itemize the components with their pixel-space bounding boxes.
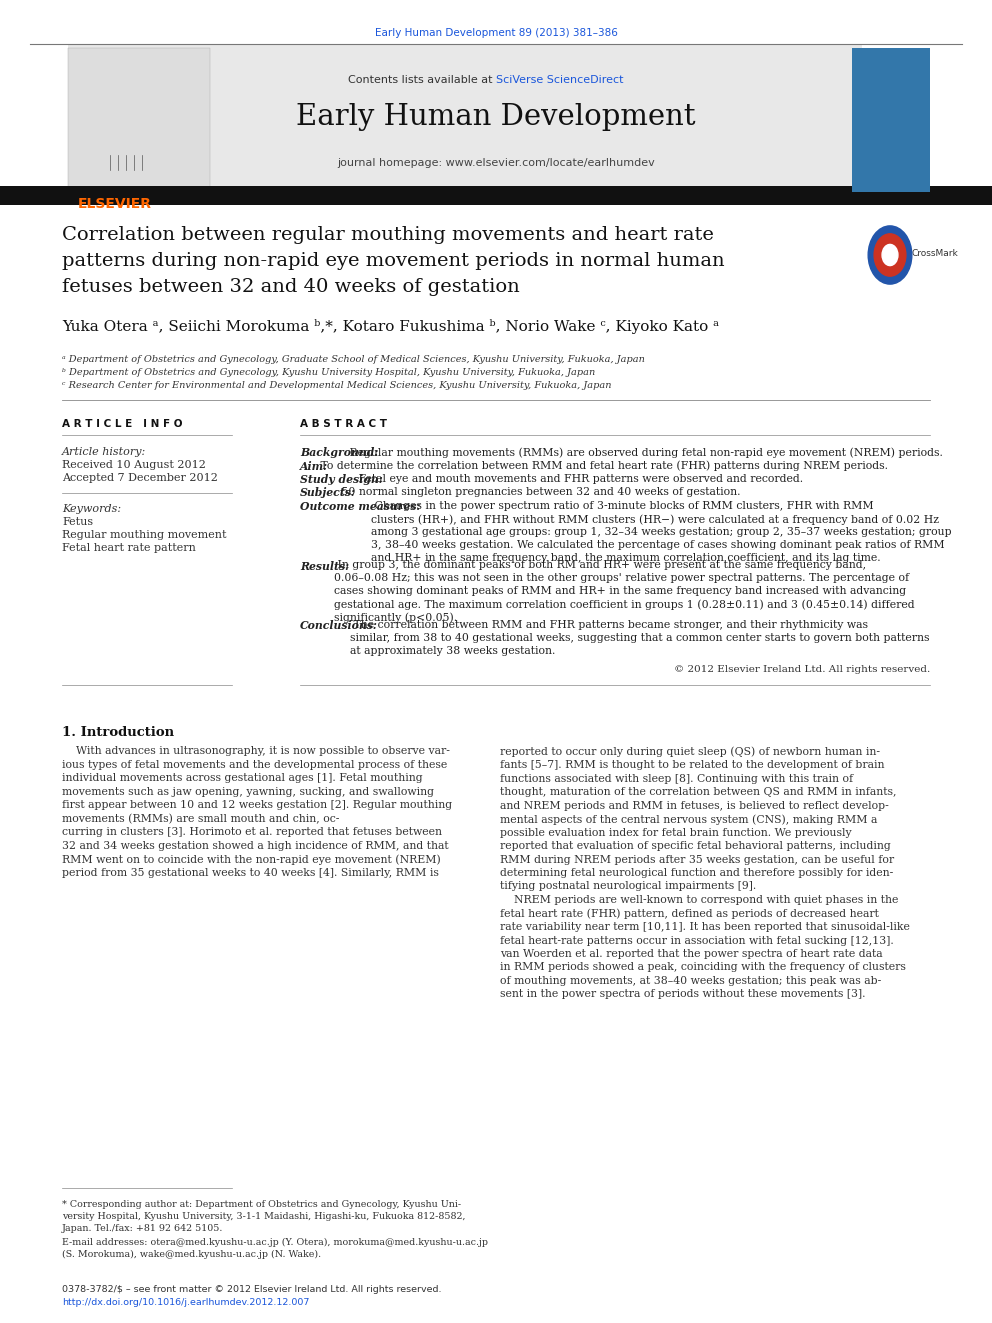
Text: To determine the correlation between RMM and fetal heart rate (FHR) patterns dur: To determine the correlation between RMM…	[316, 460, 888, 471]
Text: Fetal heart rate pattern: Fetal heart rate pattern	[62, 542, 195, 553]
Text: journal homepage: www.elsevier.com/locate/earlhumdev: journal homepage: www.elsevier.com/locat…	[337, 157, 655, 168]
Text: Regular mouthing movements (RMMs) are observed during fetal non-rapid eye moveme: Regular mouthing movements (RMMs) are ob…	[346, 447, 943, 458]
Text: reported to occur only during quiet sleep (QS) of newborn human in-
fants [5–7].: reported to occur only during quiet slee…	[500, 746, 910, 999]
Text: Fetus: Fetus	[62, 517, 93, 527]
Bar	[852, 48, 930, 192]
Text: ᵇ Department of Obstetrics and Gynecology, Kyushu University Hospital, Kyushu Un: ᵇ Department of Obstetrics and Gynecolog…	[62, 368, 595, 377]
Text: 50 normal singleton pregnancies between 32 and 40 weeks of gestation.: 50 normal singleton pregnancies between …	[338, 487, 740, 497]
Bar	[68, 48, 210, 192]
Text: http://dx.doi.org/10.1016/j.earlhumdev.2012.12.007: http://dx.doi.org/10.1016/j.earlhumdev.2…	[62, 1298, 310, 1307]
Text: CrossMark: CrossMark	[912, 249, 958, 258]
Text: Early Human Development 89 (2013) 381–386: Early Human Development 89 (2013) 381–38…	[375, 28, 617, 38]
Text: fetuses between 32 and 40 weeks of gestation: fetuses between 32 and 40 weeks of gesta…	[62, 278, 520, 296]
Text: Background:: Background:	[300, 447, 378, 458]
Text: ᵃ Department of Obstetrics and Gynecology, Graduate School of Medical Sciences, : ᵃ Department of Obstetrics and Gynecolog…	[62, 355, 645, 364]
Circle shape	[868, 226, 912, 284]
Text: With advances in ultrasonography, it is now possible to observe var-
ious types : With advances in ultrasonography, it is …	[62, 746, 452, 878]
Text: Fetal eye and mouth movements and FHR patterns were observed and recorded.: Fetal eye and mouth movements and FHR pa…	[354, 474, 803, 484]
Text: versity Hospital, Kyushu University, 3-1-1 Maidashi, Higashi-ku, Fukuoka 812-858: versity Hospital, Kyushu University, 3-1…	[62, 1212, 465, 1221]
Text: Results:: Results:	[300, 561, 349, 572]
Text: Early Human Development: Early Human Development	[297, 103, 695, 131]
Text: Subjects:: Subjects:	[300, 487, 356, 499]
Text: Conclusions:: Conclusions:	[300, 620, 378, 631]
Text: ᶜ Research Center for Environmental and Developmental Medical Sciences, Kyushu U: ᶜ Research Center for Environmental and …	[62, 381, 611, 390]
Text: Contents lists available at: Contents lists available at	[348, 75, 496, 85]
Text: SciVerse ScienceDirect: SciVerse ScienceDirect	[496, 75, 624, 85]
Bar	[0, 187, 992, 205]
Text: Outcome measures:: Outcome measures:	[300, 501, 421, 512]
Text: A B S T R A C T: A B S T R A C T	[300, 419, 387, 429]
Text: Yuka Otera ᵃ, Seiichi Morokuma ᵇ,*, Kotaro Fukushima ᵇ, Norio Wake ᶜ, Kiyoko Kat: Yuka Otera ᵃ, Seiichi Morokuma ᵇ,*, Kota…	[62, 319, 719, 333]
Text: * Corresponding author at: Department of Obstetrics and Gynecology, Kyushu Uni-: * Corresponding author at: Department of…	[62, 1200, 461, 1209]
Text: Changes in the power spectrum ratio of 3-minute blocks of RMM clusters, FHR with: Changes in the power spectrum ratio of 3…	[371, 501, 952, 564]
Text: © 2012 Elsevier Ireland Ltd. All rights reserved.: © 2012 Elsevier Ireland Ltd. All rights …	[674, 664, 930, 673]
Text: (S. Morokuma), wake@med.kyushu-u.ac.jp (N. Wake).: (S. Morokuma), wake@med.kyushu-u.ac.jp (…	[62, 1250, 321, 1259]
Text: Aim:: Aim:	[300, 460, 328, 471]
Text: In group 3, the dominant peaks of both RM and HR+ were present at the same frequ: In group 3, the dominant peaks of both R…	[333, 561, 915, 623]
Text: ELSEVIER: ELSEVIER	[78, 197, 152, 210]
Text: 0378-3782/$ – see front matter © 2012 Elsevier Ireland Ltd. All rights reserved.: 0378-3782/$ – see front matter © 2012 El…	[62, 1285, 441, 1294]
Text: Received 10 August 2012: Received 10 August 2012	[62, 460, 206, 470]
Text: Study design:: Study design:	[300, 474, 383, 486]
Text: Keywords:: Keywords:	[62, 504, 121, 515]
Text: Japan. Tel./fax: +81 92 642 5105.: Japan. Tel./fax: +81 92 642 5105.	[62, 1224, 223, 1233]
Bar	[68, 44, 862, 187]
Text: Article history:: Article history:	[62, 447, 146, 456]
Text: Correlation between regular mouthing movements and heart rate: Correlation between regular mouthing mov…	[62, 226, 714, 243]
Circle shape	[882, 245, 898, 266]
Text: E-mail addresses: otera@med.kyushu-u.ac.jp (Y. Otera), morokuma@med.kyushu-u.ac.: E-mail addresses: otera@med.kyushu-u.ac.…	[62, 1238, 488, 1248]
Circle shape	[874, 234, 906, 277]
Text: A R T I C L E   I N F O: A R T I C L E I N F O	[62, 419, 183, 429]
Text: 1. Introduction: 1. Introduction	[62, 726, 175, 740]
Text: patterns during non-rapid eye movement periods in normal human: patterns during non-rapid eye movement p…	[62, 251, 724, 270]
Text: Regular mouthing movement: Regular mouthing movement	[62, 531, 226, 540]
Text: Accepted 7 December 2012: Accepted 7 December 2012	[62, 474, 218, 483]
Text: The correlation between RMM and FHR patterns became stronger, and their rhythmic: The correlation between RMM and FHR patt…	[350, 620, 930, 656]
